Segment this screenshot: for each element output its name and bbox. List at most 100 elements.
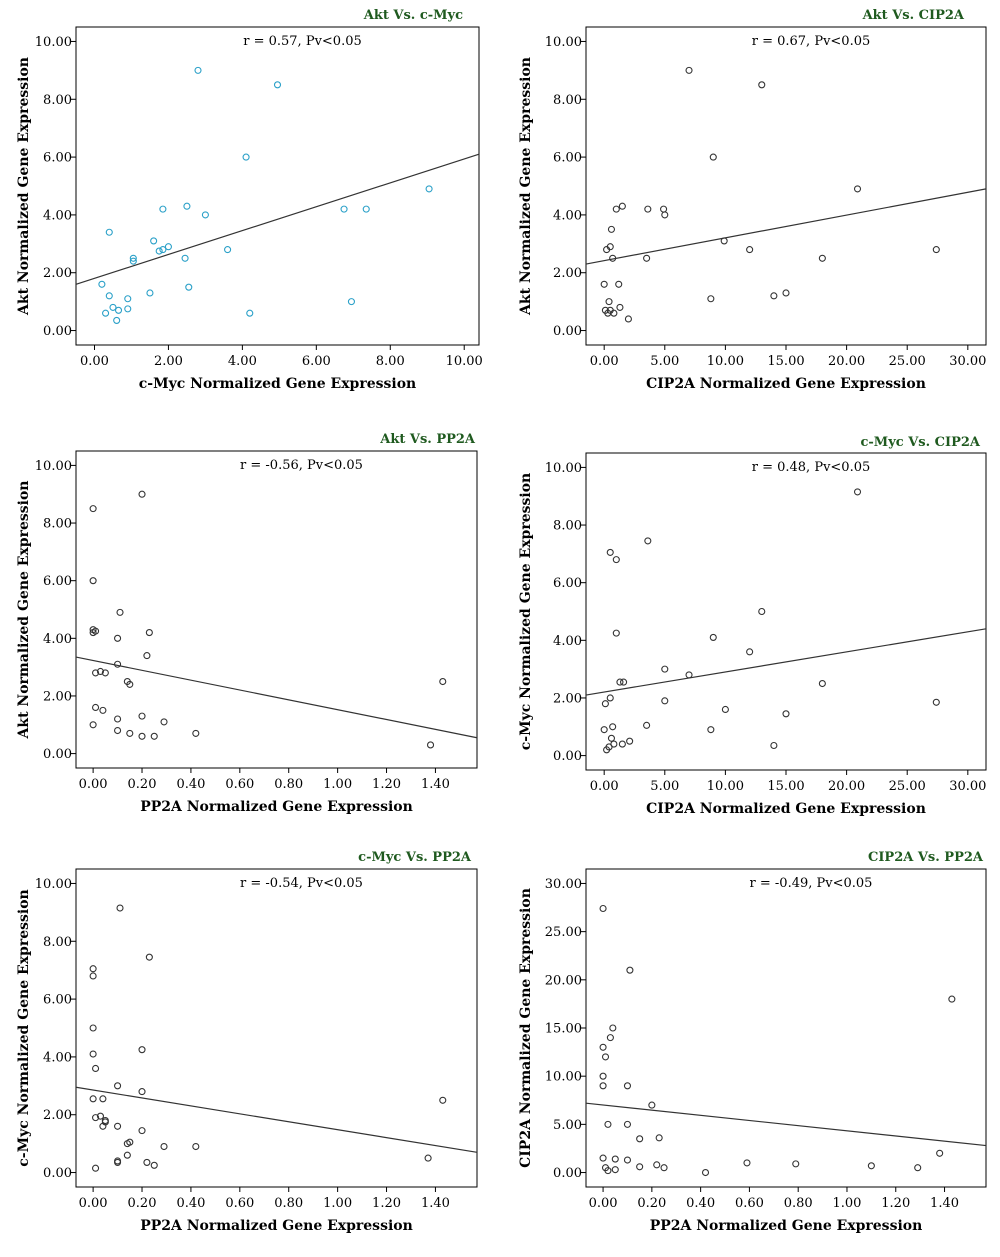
y-tick-label: 10.00 (545, 35, 582, 50)
data-point (623, 1156, 632, 1164)
data-point (644, 537, 652, 545)
y-tick-label: 10.00 (545, 461, 582, 476)
data-point (623, 1120, 632, 1128)
data-point (607, 734, 616, 742)
data-point (362, 205, 370, 213)
data-point (661, 697, 669, 705)
y-tick-label: 8.00 (43, 93, 72, 108)
y-tick-label: 6.00 (553, 151, 582, 166)
x-tick-label: 15.00 (767, 354, 804, 369)
plot-frame (585, 26, 987, 346)
y-tick-label: 2.00 (553, 691, 582, 706)
data-point (89, 972, 97, 980)
data-point (612, 629, 620, 637)
data-point (246, 309, 254, 317)
data-point (129, 254, 137, 262)
x-axis-label: c-Myc Normalized Gene Expression (139, 376, 416, 392)
x-tick-label: 10.00 (707, 354, 744, 369)
data-point (746, 246, 754, 254)
correlation-annotation: r = -0.56, Pv<0.05 (240, 458, 363, 473)
data-point (612, 556, 620, 564)
data-point (605, 298, 613, 306)
x-tick-label: 1.00 (832, 1196, 861, 1211)
y-tick-label: 4.00 (43, 632, 72, 647)
data-point (89, 1095, 97, 1103)
data-point (599, 1082, 607, 1090)
x-axis-label: PP2A Normalized Gene Expression (140, 1218, 413, 1234)
data-point (92, 703, 100, 712)
data-point (601, 700, 609, 708)
x-tick-label: 1.00 (323, 777, 352, 792)
data-point (138, 712, 146, 720)
y-tick-label: 2.00 (43, 266, 72, 281)
x-tick-label: 0.80 (274, 777, 303, 792)
data-point (604, 1167, 612, 1175)
data-point (116, 608, 124, 616)
data-point (936, 1149, 944, 1157)
y-tick-label: 4.00 (553, 634, 582, 649)
data-point (273, 81, 282, 89)
scatter-panel-3: Akt Vs. PP2A r = -0.56, Pv<0.05 0.00 0.20 0.… (16, 432, 478, 815)
data-point (606, 243, 614, 251)
x-tick-label: 0.00 (79, 777, 108, 792)
data-point (340, 205, 348, 213)
data-point (138, 490, 146, 498)
x-tick-label: 0.00 (80, 354, 109, 369)
data-point (792, 1160, 800, 1168)
regression-line (75, 656, 478, 739)
data-point (92, 1114, 100, 1122)
data-point (192, 1142, 200, 1151)
y-tick-label: 6.00 (43, 151, 72, 166)
x-tick-label: 0.20 (128, 777, 157, 792)
data-point (143, 1158, 151, 1166)
data-point (685, 671, 693, 679)
data-point (101, 669, 109, 677)
data-point (660, 205, 668, 213)
regression-line (585, 628, 987, 696)
data-point (439, 677, 447, 686)
data-point (818, 254, 826, 262)
data-point (616, 678, 624, 686)
panel-title: Akt Vs. c-Myc (363, 8, 463, 23)
data-point (932, 698, 940, 706)
y-axis-label: c-Myc Normalized Gene Expression (16, 889, 32, 1166)
data-point (114, 634, 122, 642)
y-tick-label: 0.00 (553, 749, 582, 764)
y-tick-label: 6.00 (43, 574, 72, 589)
data-point (185, 283, 193, 291)
data-point (89, 577, 97, 585)
data-point (89, 721, 97, 729)
y-tick-label: 4.00 (43, 208, 72, 223)
data-point (599, 904, 607, 913)
x-tick-label: 5.00 (650, 779, 679, 794)
correlation-annotation: r = 0.57, Pv<0.05 (243, 34, 362, 49)
data-point (721, 705, 729, 714)
data-point (782, 710, 790, 718)
x-axis-label: CIP2A Normalized Gene Expression (646, 376, 926, 392)
regression-line (585, 1102, 987, 1147)
panel-title: c-Myc Vs. CIP2A (861, 435, 981, 450)
data-point (618, 202, 626, 210)
y-tick-label: 4.00 (43, 1050, 72, 1065)
data-point (126, 729, 134, 737)
data-point (145, 953, 153, 961)
data-point (114, 660, 122, 668)
correlation-annotation: r = -0.49, Pv<0.05 (750, 876, 873, 891)
x-tick-label: 1.00 (323, 1196, 352, 1211)
data-point (160, 718, 168, 726)
data-point (655, 1134, 663, 1142)
data-point (192, 729, 200, 737)
data-point (347, 298, 355, 306)
data-point (867, 1162, 875, 1170)
data-point (616, 303, 624, 311)
data-point (685, 66, 693, 74)
data-point (818, 679, 826, 688)
data-point (612, 205, 620, 213)
y-tick-label: 30.00 (545, 877, 582, 892)
plot-frame (75, 868, 478, 1188)
panel-title: c-Myc Vs. PP2A (358, 850, 472, 865)
y-tick-label: 10.00 (545, 1070, 582, 1085)
data-point (426, 741, 435, 749)
data-point (113, 316, 121, 324)
y-tick-label: 10.00 (35, 35, 72, 50)
